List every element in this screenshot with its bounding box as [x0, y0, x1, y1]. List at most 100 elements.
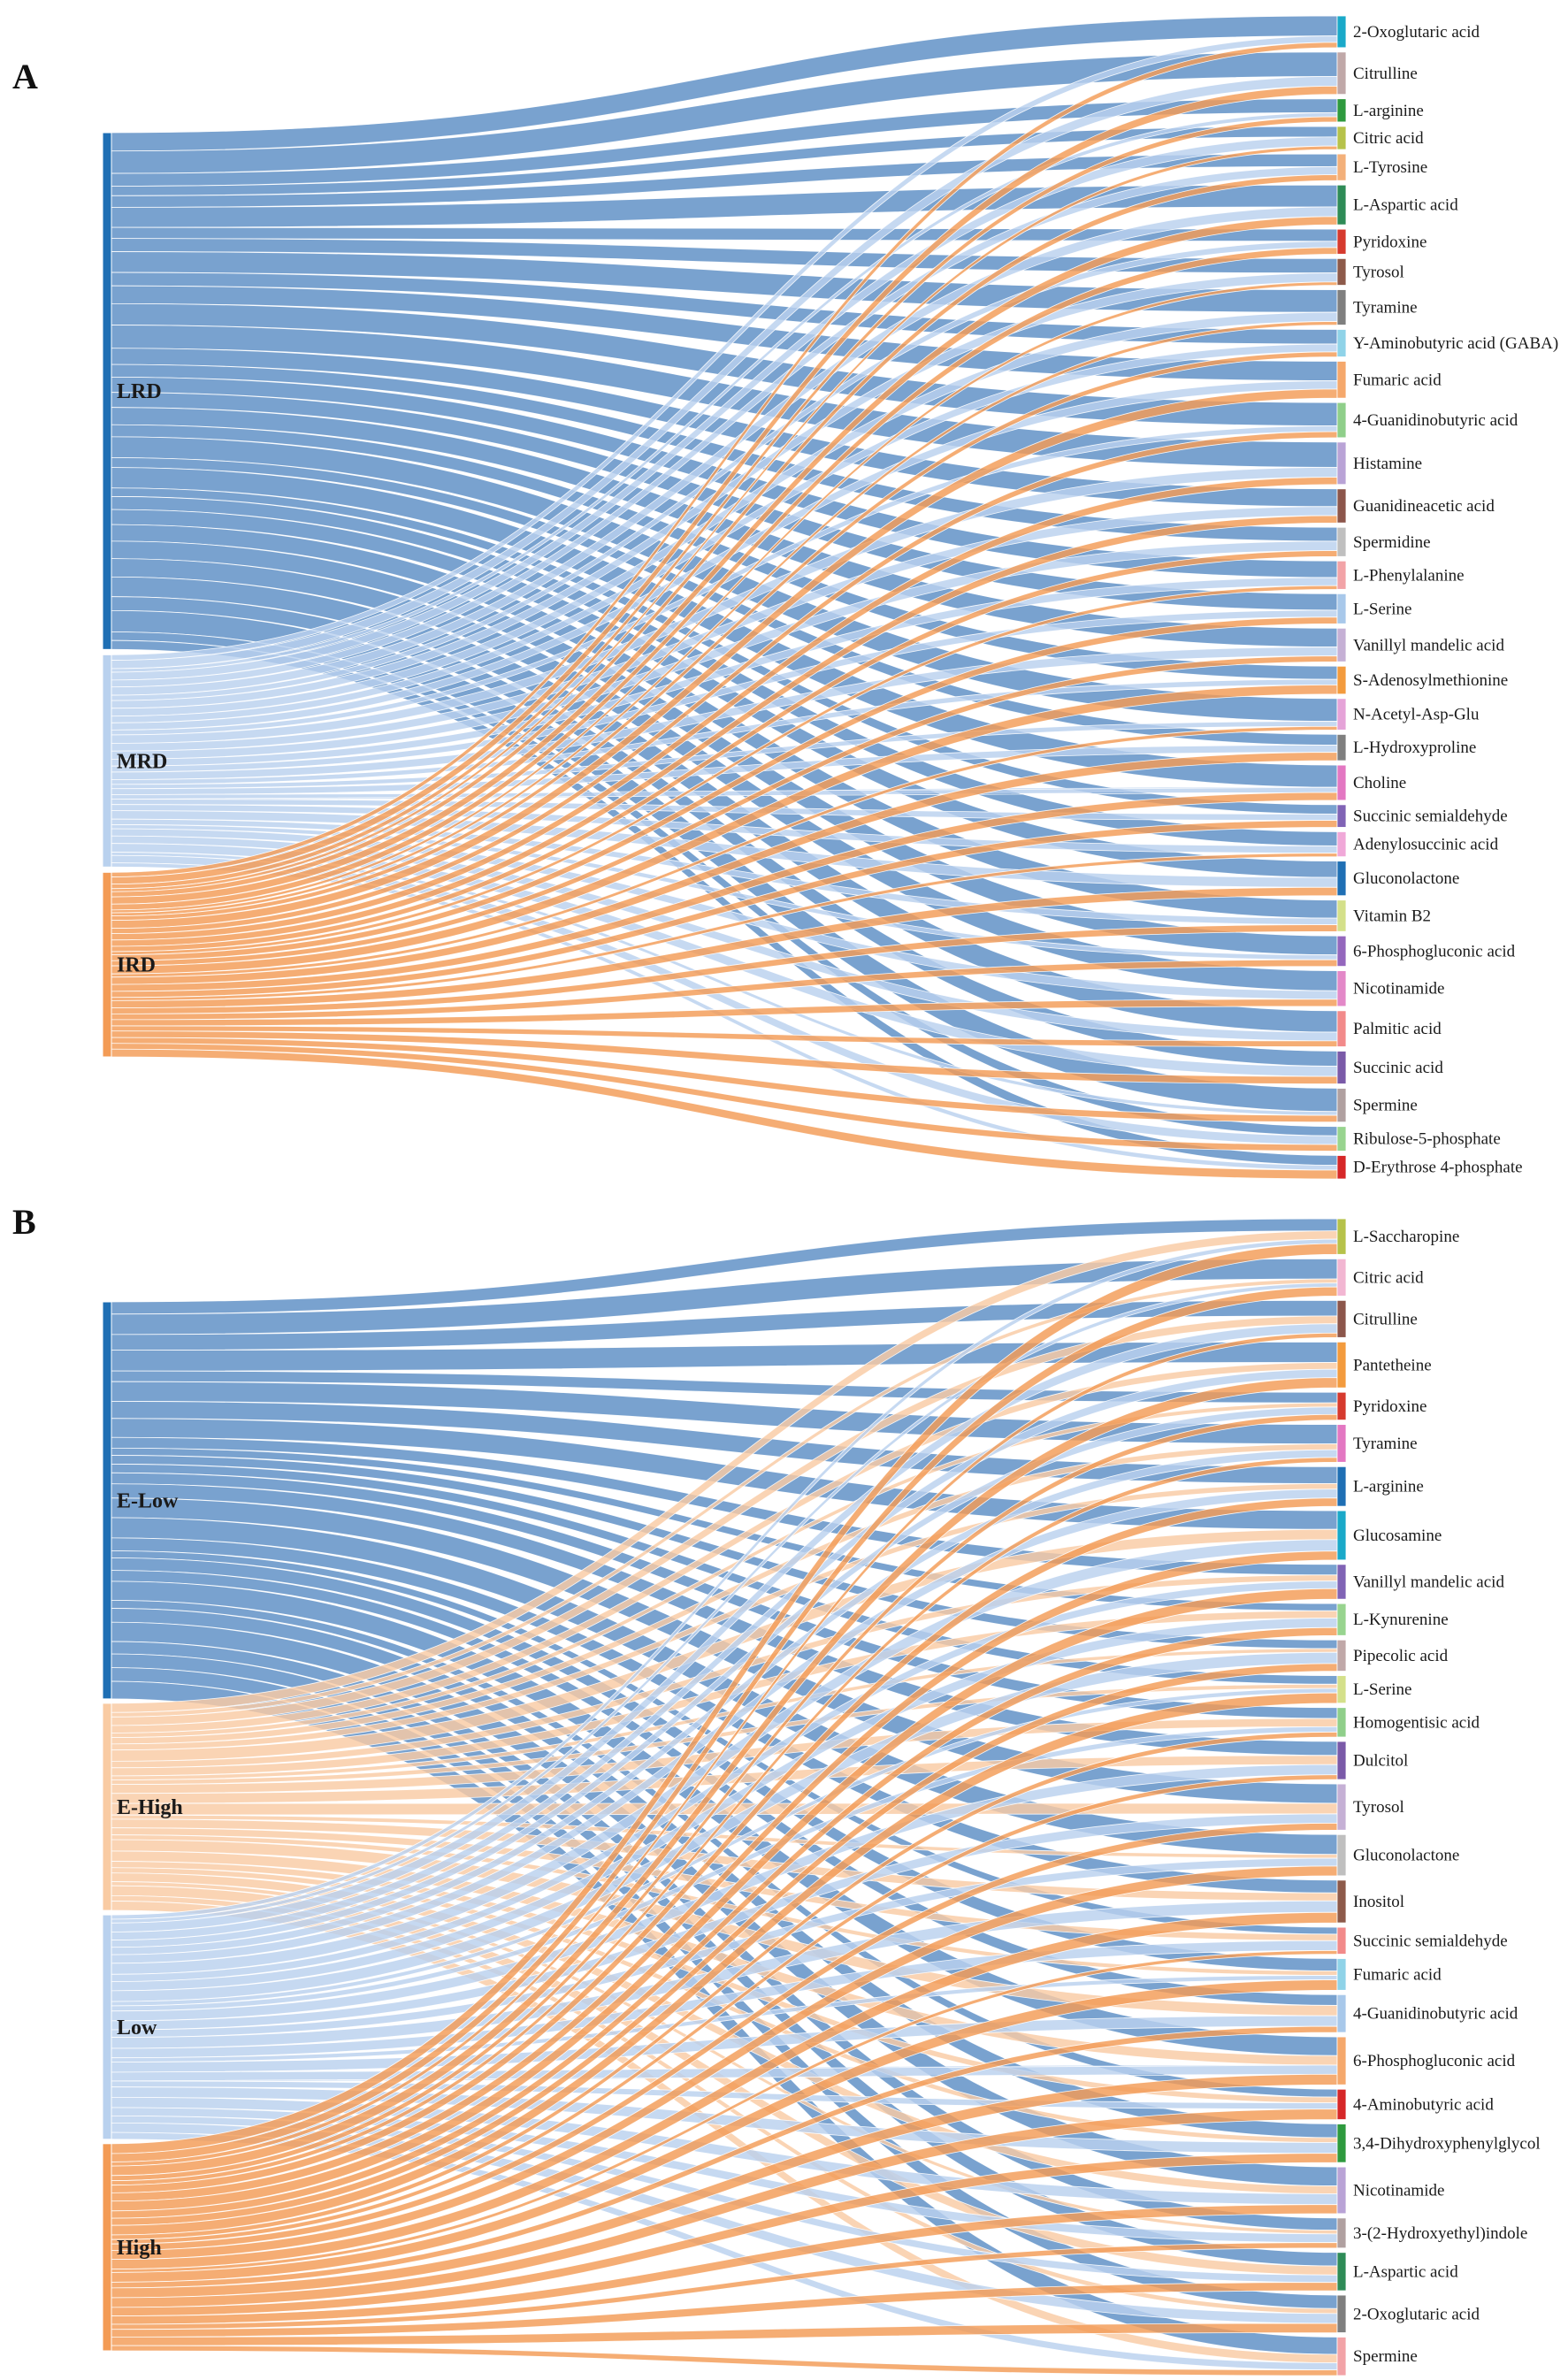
target-node-histamine [1336, 441, 1347, 486]
target-node-spermine [1336, 2337, 1347, 2376]
target-label-l-arginine: L-arginine [1353, 1478, 1424, 1496]
target-node-l-phenylalanine [1336, 560, 1347, 590]
target-node-inositol [1336, 1879, 1347, 1924]
target-label-tyramine: Tyramine [1353, 1435, 1418, 1453]
target-label-adenylosuccinic-acid: Adenylosuccinic acid [1353, 836, 1499, 854]
target-label-homogentisic-acid: Homogentisic acid [1353, 1713, 1480, 1732]
target-node-adenylosuccinic-acid [1336, 831, 1347, 858]
target-label-gluconolactone: Gluconolactone [1353, 869, 1459, 888]
target-label-4-guanidinobutyric-acid: 4-Guanidinobutyric acid [1353, 411, 1518, 430]
target-node-3-4-dihydroxyphenylglycol [1336, 2124, 1347, 2163]
target-node-y-aminobutyric-acid-gaba [1336, 329, 1347, 357]
target-node-tyramine [1336, 289, 1347, 325]
target-node-citrulline [1336, 1299, 1347, 1338]
panel-b: B E-Low E-High Low High L-Saccharopine Citric… [12, 1202, 1541, 2376]
target-node-2-oxoglutaric-acid [1336, 2294, 1347, 2333]
target-label-gluconolactone: Gluconolactone [1353, 1847, 1459, 1865]
target-label-2-oxoglutaric-acid: 2-Oxoglutaric acid [1353, 23, 1480, 42]
panel-a-letter: A [12, 57, 38, 96]
target-label-6-phosphogluconic-acid: 6-Phosphogluconic acid [1353, 2052, 1516, 2070]
target-node-dulcitol [1336, 1741, 1347, 1780]
target-node-4-guanidinobutyric-acid [1336, 402, 1347, 439]
target-label-l-serine: L-Serine [1353, 1680, 1411, 1699]
target-node-2-oxoglutaric-acid [1336, 15, 1347, 49]
source-label-e-high: E-High [117, 1796, 183, 1819]
panel-b-nodes: E-Low E-High Low High L-Saccharopine Citric a… [102, 1218, 1541, 2376]
source-node-ird [102, 871, 112, 1058]
target-label-fumaric-acid: Fumaric acid [1353, 1965, 1442, 1984]
target-node-6-phosphogluconic-acid [1336, 935, 1347, 967]
target-node-3-2-hydroxyethyl-indole [1336, 2217, 1347, 2249]
source-node-low [102, 1914, 112, 2140]
target-label-n-acetyl-asp-glu: N-Acetyl-Asp-Glu [1353, 706, 1480, 724]
target-label-4-guanidinobutyric-acid: 4-Guanidinobutyric acid [1353, 2005, 1518, 2024]
target-label-spermine: Spermine [1353, 1097, 1418, 1115]
target-node-guanidineacetic-acid [1336, 488, 1347, 524]
target-label-vitamin-b2: Vitamin B2 [1353, 907, 1431, 925]
target-label-3-4-dihydroxyphenylglycol: 3,4-Dihydroxyphenylglycol [1353, 2134, 1541, 2153]
target-node-succinic-semialdehyde [1336, 804, 1347, 828]
target-node-pantetheine [1336, 1341, 1347, 1389]
source-node-e-low [102, 1301, 112, 1700]
target-node-l-arginine [1336, 98, 1347, 123]
target-node-palmitic-acid [1336, 1010, 1347, 1047]
target-label-l-arginine: L-arginine [1353, 102, 1424, 120]
target-label-citric-acid: Citric acid [1353, 1268, 1424, 1287]
target-label-l-aspartic-acid: L-Aspartic acid [1353, 2262, 1458, 2281]
target-label-tyrosol: Tyrosol [1353, 1798, 1404, 1817]
target-label-pyridoxine: Pyridoxine [1353, 233, 1426, 251]
target-label-fumaric-acid: Fumaric acid [1353, 371, 1442, 389]
target-node-pyridoxine [1336, 1391, 1347, 1421]
target-node-l-saccharopine [1336, 1218, 1347, 1255]
target-label-pantetheine: Pantetheine [1353, 1356, 1432, 1374]
target-node-succinic-semialdehyde [1336, 1926, 1347, 1955]
target-node-l-tyrosine [1336, 153, 1347, 181]
target-label-l-kynurenine: L-Kynurenine [1353, 1611, 1449, 1629]
target-label-vanillyl-mandelic-acid: Vanillyl mandelic acid [1353, 1573, 1504, 1592]
target-label-2-oxoglutaric-acid: 2-Oxoglutaric acid [1353, 2305, 1480, 2323]
target-label-ribulose-5-phosphate: Ribulose-5-phosphate [1353, 1130, 1501, 1149]
source-label-lrd: LRD [117, 380, 162, 403]
target-node-pyridoxine [1336, 228, 1347, 255]
target-label-nicotinamide: Nicotinamide [1353, 2181, 1444, 2200]
target-label-succinic-semialdehyde: Succinic semialdehyde [1353, 807, 1508, 826]
source-node-e-high [102, 1703, 112, 1911]
target-node-4-guanidinobutyric-acid [1336, 1994, 1347, 2033]
panel-b-letter: B [12, 1202, 36, 1242]
target-label-dulcitol: Dulcitol [1353, 1752, 1408, 1771]
target-label-palmitic-acid: Palmitic acid [1353, 1020, 1442, 1038]
target-node-gluconolactone [1336, 1833, 1347, 1877]
source-node-lrd [102, 132, 112, 650]
target-node-spermine [1336, 1088, 1347, 1123]
target-label-l-serine: L-Serine [1353, 600, 1411, 618]
target-label-tyramine: Tyramine [1353, 299, 1418, 318]
target-label-l-tyrosine: L-Tyrosine [1353, 158, 1427, 177]
target-label-d-erythrose-4-phosphate: D-Erythrose 4-phosphate [1353, 1159, 1523, 1177]
target-label-histamine: Histamine [1353, 455, 1422, 473]
target-node-vitamin-b2 [1336, 899, 1347, 932]
panel-a-nodes: LRD MRD IRD 2-Oxoglutaric acid Citrulline L-a… [102, 15, 1558, 1180]
target-label-guanidineacetic-acid: Guanidineacetic acid [1353, 497, 1495, 516]
source-label-mrd: MRD [117, 750, 167, 773]
target-node-vanillyl-mandelic-acid [1336, 1564, 1347, 1600]
target-node-homogentisic-acid [1336, 1707, 1347, 1738]
target-node-fumaric-acid [1336, 1958, 1347, 1991]
target-label-vanillyl-mandelic-acid: Vanillyl mandelic acid [1353, 636, 1504, 654]
target-label-3-2-hydroxyethyl-indole: 3-(2-Hydroxyethyl)indole [1353, 2224, 1527, 2243]
target-label-glucosamine: Glucosamine [1353, 1527, 1442, 1545]
target-label-inositol: Inositol [1353, 1893, 1404, 1911]
target-label-citric-acid: Citric acid [1353, 129, 1424, 148]
source-label-high: High [117, 2237, 162, 2260]
target-label-succinic-semialdehyde: Succinic semialdehyde [1353, 1932, 1508, 1950]
target-label-spermine: Spermine [1353, 2347, 1418, 2366]
panel-a-links [111, 15, 1338, 1180]
target-node-nicotinamide [1336, 2166, 1347, 2215]
target-label-citrulline: Citrulline [1353, 1310, 1418, 1328]
target-node-gluconolactone [1336, 861, 1347, 897]
target-node-l-kynurenine [1336, 1603, 1347, 1636]
target-node-glucosamine [1336, 1510, 1347, 1561]
source-label-low: Low [117, 2016, 157, 2039]
target-node-s-adenosylmethionine [1336, 665, 1347, 695]
target-label-spermidine: Spermidine [1353, 533, 1431, 552]
